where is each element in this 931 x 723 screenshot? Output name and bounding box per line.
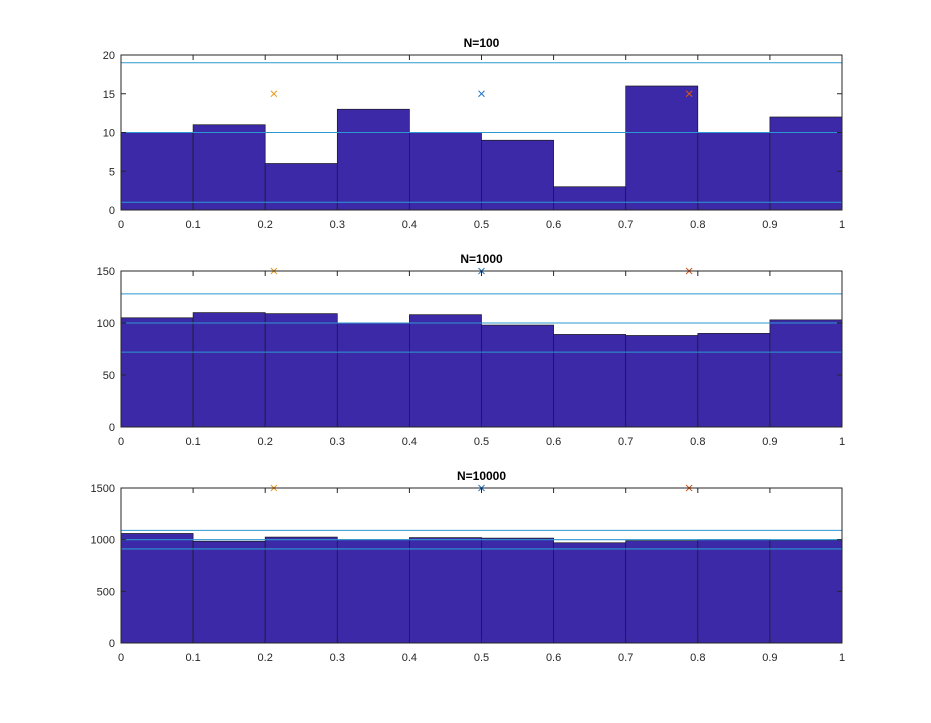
- x-tick-label: 0.7: [618, 436, 633, 448]
- y-tick-label: 15: [103, 89, 115, 101]
- histogram-panel-n1000: 0 0.1 0.2 0.3 0.4 0.5 0.6 0.7 0.8 0.9 1 0 50 100 150 N=…: [97, 252, 845, 448]
- histogram-bar: [336, 108, 410, 211]
- histogram-bar: [625, 85, 699, 211]
- x-tick-label: 0.9: [762, 219, 777, 231]
- x-tick-label: 0.8: [690, 436, 705, 448]
- histogram-bar: [769, 319, 843, 428]
- x-tick-label: 0.1: [185, 219, 200, 231]
- x-tick-label: 0.3: [330, 652, 345, 664]
- x-marker: [685, 90, 693, 98]
- x-marker: [270, 90, 278, 98]
- histogram-bar: [120, 533, 194, 644]
- x-tick-label: 0.6: [546, 652, 561, 664]
- x-tick-label: 0.9: [762, 436, 777, 448]
- plot-title: N=100: [464, 36, 500, 50]
- histogram-bar: [409, 314, 482, 428]
- histogram-bar: [481, 324, 554, 428]
- y-tick-label: 10: [103, 128, 115, 140]
- x-tick-label: 0.2: [258, 219, 273, 231]
- x-marker: [478, 90, 485, 98]
- histogram-bar: [409, 132, 482, 211]
- x-tick-label: 0.8: [690, 219, 705, 231]
- histogram-bar: [481, 537, 554, 644]
- x-tick-label: 0.8: [690, 652, 705, 664]
- x-tick-label: 0.6: [546, 436, 561, 448]
- histogram-bar: [553, 186, 627, 211]
- x-tick-label: 1: [839, 219, 845, 231]
- marker-stroke: [478, 90, 485, 98]
- histogram-bar: [264, 536, 338, 644]
- histogram-bar: [192, 540, 266, 644]
- histogram-bar: [192, 312, 266, 428]
- y-tick-label: 1500: [91, 483, 115, 495]
- x-tick-label: 0.2: [258, 652, 273, 664]
- histogram-bar: [625, 335, 699, 428]
- x-tick-label: 0.7: [618, 652, 633, 664]
- y-tick-label: 0: [109, 638, 115, 650]
- histogram-panel-n100: 0 0.1 0.2 0.3 0.4 0.5 0.6 0.7 0.8 0.9 105101520N=1…: [103, 36, 845, 231]
- histogram-bar: [336, 539, 410, 644]
- y-tick-label: 150: [97, 266, 115, 278]
- x-tick-label: 0: [118, 219, 124, 231]
- x-tick-label: 1: [839, 652, 845, 664]
- x-tick-label: 0.1: [185, 436, 200, 448]
- histogram-bar: [553, 542, 627, 644]
- y-tick-label: 0: [109, 205, 115, 217]
- x-tick-label: 0.9: [762, 652, 777, 664]
- x-tick-label: 0: [118, 436, 124, 448]
- x-tick-label: 0.5: [474, 219, 489, 231]
- histogram-bar: [769, 116, 843, 211]
- histogram-bar: [192, 124, 266, 211]
- histogram-bar: [553, 334, 627, 428]
- histogram-bar: [625, 540, 699, 644]
- x-tick-label: 0.4: [402, 219, 417, 231]
- histogram-bar: [481, 139, 554, 211]
- y-tick-label: 1000: [91, 535, 115, 547]
- x-tick-label: 0.2: [258, 436, 273, 448]
- marker-stroke: [270, 90, 278, 98]
- x-tick-label: 0.6: [546, 219, 561, 231]
- histogram-bar: [120, 317, 194, 428]
- x-tick-label: 0.4: [402, 652, 417, 664]
- histogram-bar: [697, 539, 771, 644]
- y-tick-label: 500: [97, 586, 115, 598]
- y-tick-label: 100: [97, 318, 115, 330]
- histogram-bar: [697, 132, 771, 211]
- y-tick-label: 50: [103, 370, 115, 382]
- x-tick-label: 0.7: [618, 219, 633, 231]
- y-tick-label: 5: [109, 166, 115, 178]
- x-tick-label: 0.5: [474, 436, 489, 448]
- x-tick-label: 0.4: [402, 436, 417, 448]
- marker-stroke: [685, 90, 693, 98]
- x-tick-label: 0: [118, 652, 124, 664]
- plot-title: N=10000: [457, 469, 506, 483]
- histogram-panel-n10000: 0 0.1 0.2 0.3 0.4 0.5 0.6 0.7 0.8 0.9 1 0 500 1000 150…: [91, 469, 846, 664]
- histogram-bar: [409, 537, 482, 644]
- histogram-bar: [769, 539, 843, 644]
- x-tick-label: 0.3: [330, 436, 345, 448]
- histogram-bar: [120, 132, 194, 211]
- x-tick-label: 0.5: [474, 652, 489, 664]
- x-tick-label: 1: [839, 436, 845, 448]
- histogram-bar: [264, 163, 338, 211]
- histogram-bar: [264, 313, 338, 428]
- histogram-bar: [336, 322, 410, 428]
- plot-title: N=1000: [460, 252, 503, 266]
- histogram-bar: [697, 333, 771, 428]
- y-tick-label: 20: [103, 50, 115, 62]
- y-tick-label: 0: [109, 422, 115, 434]
- x-tick-label: 0.1: [185, 652, 200, 664]
- x-tick-label: 0.3: [330, 219, 345, 231]
